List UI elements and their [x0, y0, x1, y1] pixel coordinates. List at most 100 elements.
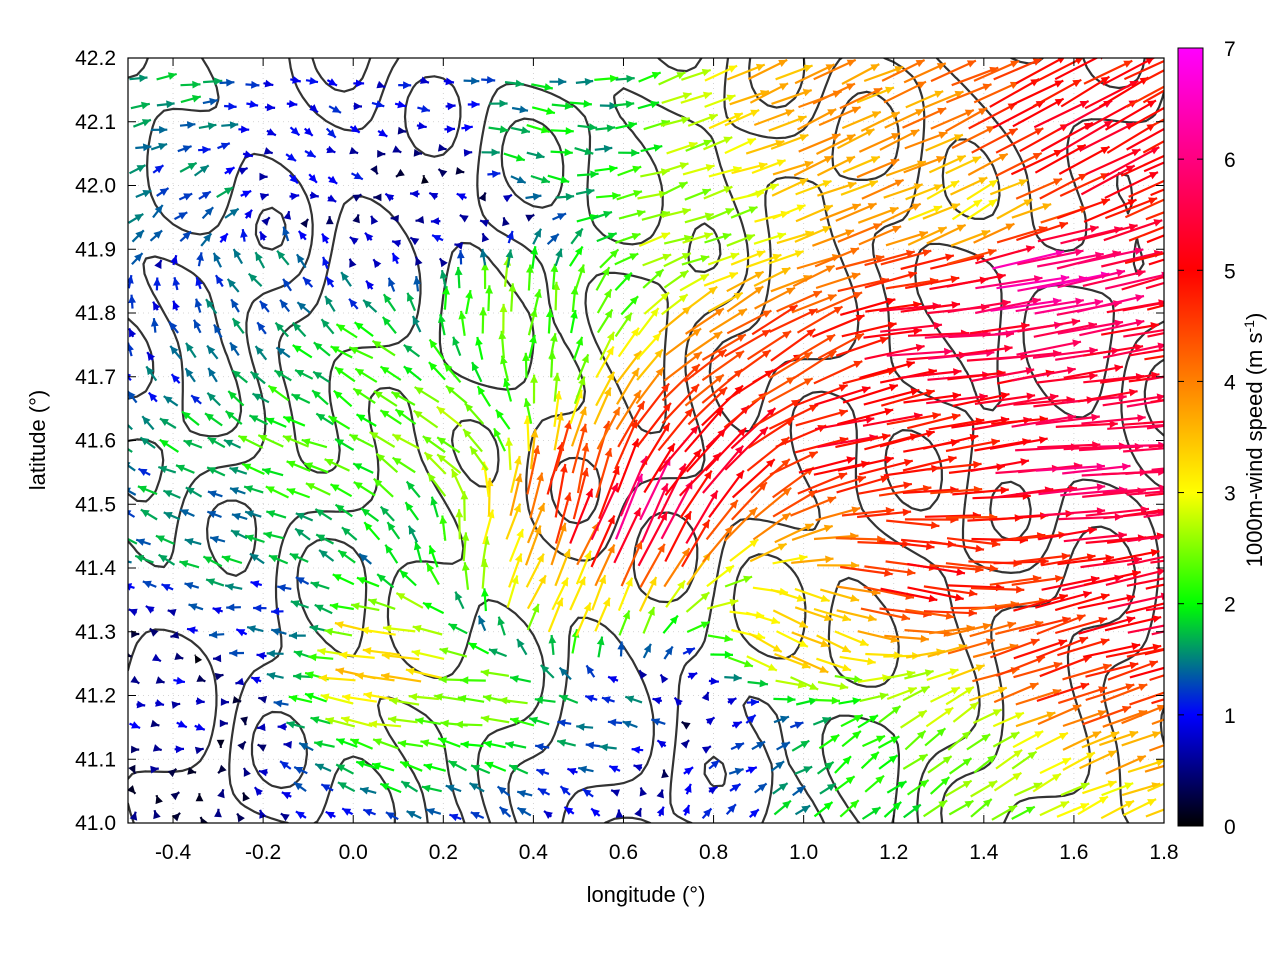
wind-vector-head	[440, 258, 448, 267]
wind-vector-head	[449, 814, 458, 821]
y-tick-label: 41.4	[75, 557, 116, 580]
wind-vector-head	[208, 490, 217, 497]
wind-vector-head	[136, 539, 145, 546]
wind-vector-head	[237, 742, 245, 751]
y-tick-label: 41.5	[75, 493, 116, 516]
wind-vector-shaft	[686, 491, 717, 544]
wind-vector-head	[824, 525, 833, 532]
wind-vector-head	[324, 628, 333, 636]
wind-vector-head	[516, 154, 525, 161]
wind-vector-head	[683, 92, 692, 100]
wind-vector-head	[376, 81, 385, 88]
wind-vector-head	[735, 768, 744, 776]
wind-vector-head	[1072, 318, 1081, 326]
wind-vector-head	[1016, 586, 1024, 594]
wind-vector-head	[991, 438, 1000, 446]
wind-vector-head	[1067, 367, 1076, 375]
wind-vector-shaft	[120, 417, 133, 429]
wind-vector-head	[1202, 390, 1211, 398]
wind-vector-head	[189, 603, 198, 610]
wind-vector-head	[551, 264, 559, 272]
wind-vector-head	[196, 675, 205, 682]
wind-vector-head	[464, 149, 472, 157]
wind-vector-head	[217, 740, 225, 748]
wind-vector-head	[1131, 643, 1140, 651]
wind-vector-head	[336, 667, 345, 675]
wind-vector-head	[126, 275, 134, 284]
colorbar-tick-label: 0	[1224, 816, 1236, 839]
wind-vector-head	[485, 285, 493, 293]
wind-vector-head	[158, 143, 167, 150]
wind-vector-head	[214, 809, 222, 817]
wind-vector-head	[534, 289, 542, 298]
wind-vector-head	[128, 765, 135, 774]
wind-vector-head	[603, 211, 612, 218]
wind-vector-head	[632, 233, 641, 240]
wind-vector-head	[576, 337, 583, 346]
wind-vector-head	[438, 738, 447, 745]
wind-vector-head	[583, 789, 592, 797]
wind-vector-head	[261, 217, 269, 226]
wind-vector-head	[1169, 121, 1178, 128]
wind-vector-head	[120, 417, 129, 426]
wind-vector-head	[661, 675, 669, 684]
wind-vector-head	[116, 442, 125, 450]
wind-vector-head	[460, 215, 469, 223]
wind-vector-head	[1153, 219, 1162, 227]
wind-vector-head	[1205, 618, 1214, 626]
wind-vector-head	[176, 677, 185, 685]
wind-vector-head	[578, 264, 586, 273]
wind-vector-head	[1137, 269, 1146, 277]
wind-vector-shaft	[116, 442, 132, 453]
wind-vector-head	[249, 100, 258, 108]
wind-vector-head	[471, 77, 479, 85]
wind-vector-head	[294, 650, 303, 657]
wind-vector-head	[229, 649, 237, 657]
wind-vector-head	[365, 233, 373, 242]
wind-vector-shaft	[1108, 595, 1170, 609]
wind-vector-head	[274, 700, 283, 708]
wind-vector-head	[292, 76, 301, 84]
wind-vector-head	[578, 766, 587, 774]
wind-vector-head	[481, 588, 489, 596]
wind-vector-head	[195, 747, 204, 755]
wind-vector-head	[1075, 249, 1084, 257]
y-tick-label: 41.0	[75, 812, 116, 835]
wind-vector-head	[159, 126, 167, 134]
wind-vector-head	[421, 175, 429, 184]
wind-vector-head	[848, 182, 857, 189]
wind-vector-head	[131, 746, 139, 754]
colorbar-tick-label: 6	[1224, 149, 1236, 172]
wind-vector-head	[1165, 195, 1174, 202]
y-tick-label: 41.9	[75, 238, 116, 261]
wind-vector-head	[795, 250, 804, 257]
wind-vector-head	[392, 145, 401, 152]
wind-vector-head	[475, 337, 483, 346]
wind-vector-head	[353, 195, 362, 202]
wind-vector-head	[682, 722, 691, 730]
wind-vector-head	[311, 581, 320, 588]
wind-vector-head	[141, 102, 150, 110]
wind-vector-head	[862, 386, 871, 394]
wind-vector-shaft	[930, 542, 984, 550]
wind-vector-head	[213, 655, 221, 663]
wind-vector-head	[130, 676, 139, 684]
wind-vector-head	[498, 617, 506, 626]
wind-vector-head	[625, 696, 634, 703]
wind-vector-head	[153, 278, 161, 286]
y-tick-label: 41.3	[75, 621, 116, 644]
wind-vector-head	[1164, 152, 1173, 159]
wind-vector-head	[544, 811, 553, 819]
wind-vector-head	[267, 672, 276, 680]
wind-vector-shaft	[860, 362, 915, 378]
wind-vector-shaft	[1105, 274, 1170, 289]
wind-vector-head	[851, 272, 860, 280]
y-tick-label: 42.0	[75, 175, 116, 198]
y-axis-ticks: 41.041.141.241.341.441.541.641.741.841.9…	[75, 47, 1164, 835]
y-tick-label: 41.7	[75, 366, 116, 389]
wind-vector-head	[1168, 101, 1177, 108]
wind-vector-head	[1020, 458, 1029, 466]
wind-vector-head	[205, 413, 214, 421]
wind-vector-head	[550, 333, 558, 342]
